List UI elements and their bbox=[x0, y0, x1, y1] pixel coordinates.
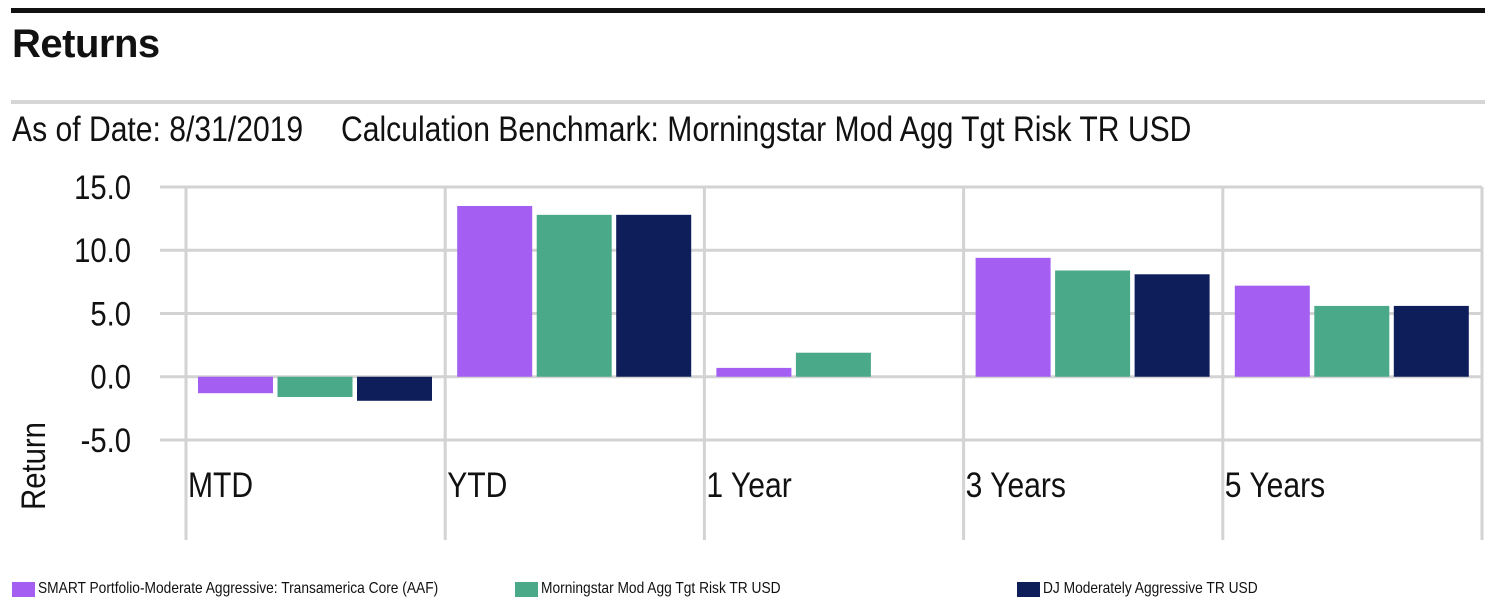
y-tick-label: 15.0 bbox=[74, 168, 131, 207]
bar bbox=[1314, 305, 1390, 377]
legend-swatch bbox=[515, 581, 538, 597]
bar bbox=[716, 367, 792, 377]
x-category-label: 3 Years bbox=[966, 465, 1066, 505]
bar bbox=[616, 214, 692, 377]
y-tick-label: -5.0 bbox=[81, 421, 131, 460]
chart-legend: SMART Portfolio-Moderate Aggressive: Tra… bbox=[0, 580, 1500, 602]
x-category-label: 1 Year bbox=[706, 465, 791, 505]
y-tick-label: 5.0 bbox=[90, 294, 131, 333]
bar bbox=[277, 376, 353, 397]
legend-swatch bbox=[1017, 581, 1040, 597]
y-tick-label: 10.0 bbox=[74, 231, 131, 270]
bar bbox=[198, 376, 273, 394]
bar bbox=[1234, 285, 1310, 377]
page-title: Returns bbox=[12, 22, 160, 66]
chart-subtitle: As of Date: 8/31/2019 Calculation Benchma… bbox=[12, 110, 1191, 150]
legend-item: DJ Moderately Aggressive TR USD bbox=[1017, 580, 1293, 598]
legend-swatch bbox=[12, 581, 35, 597]
bar bbox=[1134, 274, 1210, 377]
calculation-benchmark: Calculation Benchmark: Morningstar Mod A… bbox=[341, 110, 1192, 149]
bar bbox=[536, 214, 612, 377]
legend-label: Morningstar Mod Agg Tgt Risk TR USD bbox=[541, 580, 781, 597]
y-axis-label: Return bbox=[14, 422, 53, 510]
returns-chart: 15.0 10.0 5.0 0.0 -5.0 MTD YTD 1 Year 3 Years 5 Y… bbox=[14, 168, 1484, 540]
bar bbox=[795, 352, 871, 377]
bar bbox=[1393, 305, 1469, 377]
title-divider bbox=[11, 100, 1485, 104]
bar bbox=[975, 257, 1051, 377]
x-category-label: MTD bbox=[188, 465, 253, 505]
bar bbox=[1055, 270, 1131, 377]
x-category-label: 5 Years bbox=[1225, 465, 1325, 505]
bar bbox=[457, 205, 533, 377]
top-rule bbox=[11, 8, 1485, 13]
legend-label: SMART Portfolio-Moderate Aggressive: Tra… bbox=[38, 580, 439, 597]
x-category-label: YTD bbox=[447, 465, 507, 505]
legend-label: DJ Moderately Aggressive TR USD bbox=[1043, 580, 1258, 597]
as-of-date: As of Date: 8/31/2019 bbox=[12, 110, 304, 149]
legend-item: SMART Portfolio-Moderate Aggressive: Tra… bbox=[12, 580, 503, 598]
bar bbox=[357, 376, 432, 401]
legend-item: Morningstar Mod Agg Tgt Risk TR USD bbox=[515, 580, 820, 598]
y-tick-label: 0.0 bbox=[90, 358, 131, 397]
